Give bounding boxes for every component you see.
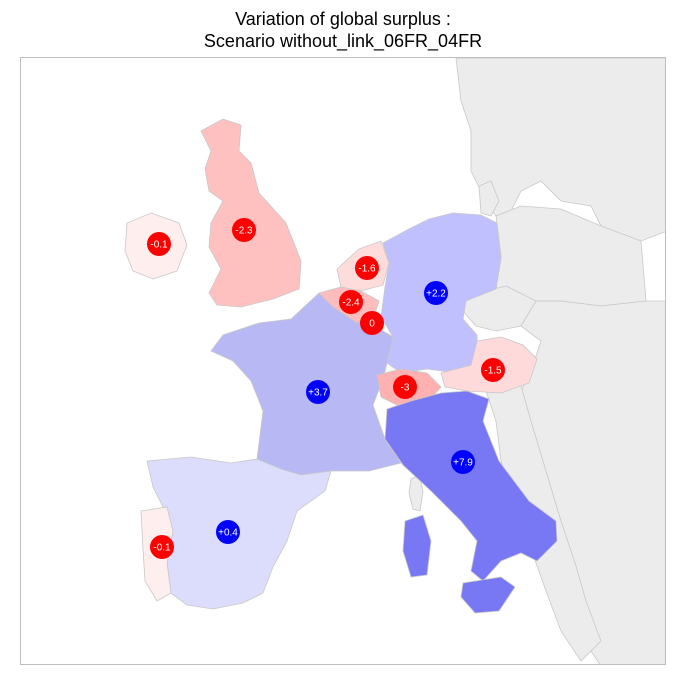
bubble-france bbox=[306, 380, 330, 404]
chart-title-line-1: Variation of global surplus : bbox=[235, 9, 451, 29]
label-luxembourg: 0 bbox=[369, 319, 375, 330]
label-netherlands: -1.6 bbox=[358, 264, 376, 275]
bubble-austria bbox=[481, 358, 505, 382]
label-germany: +2.2 bbox=[426, 289, 446, 300]
label-france: +3.7 bbox=[308, 388, 328, 399]
scandinavia-region bbox=[455, 58, 665, 242]
label-italy: +7.9 bbox=[453, 458, 473, 469]
label-spain: +0.4 bbox=[218, 528, 238, 539]
bubble-spain bbox=[216, 520, 240, 544]
bubble-great-britain bbox=[232, 218, 256, 242]
value-bubbles: -0.1 -2.3 -1.6 -2.4 0 +2.2 +3.7 -3 -1.5 … bbox=[147, 218, 505, 559]
bubble-italy bbox=[451, 450, 475, 474]
bubble-portugal bbox=[150, 535, 174, 559]
bubble-ireland bbox=[147, 232, 171, 256]
bubble-netherlands bbox=[355, 256, 379, 280]
denmark-region bbox=[478, 180, 500, 217]
bubble-switzerland bbox=[393, 375, 417, 399]
label-austria: -1.5 bbox=[484, 366, 502, 377]
czech-region bbox=[462, 285, 537, 332]
bubble-germany bbox=[424, 281, 448, 305]
region-sicily bbox=[460, 576, 516, 614]
label-belgium: -2.4 bbox=[342, 298, 360, 309]
region-great-britain bbox=[200, 118, 302, 308]
label-great-britain: -2.3 bbox=[235, 226, 253, 237]
bubble-belgium bbox=[339, 290, 363, 314]
region-sardinia bbox=[402, 514, 432, 578]
chart-title-line-2: Scenario without_link_06FR_04FR bbox=[203, 31, 483, 51]
label-portugal: -0.1 bbox=[153, 543, 171, 554]
label-switzerland: -3 bbox=[401, 383, 410, 394]
bubble-luxembourg bbox=[360, 311, 384, 335]
map-panel: -0.1 -2.3 -1.6 -2.4 0 +2.2 +3.7 -3 -1.5 … bbox=[20, 57, 666, 665]
label-ireland: -0.1 bbox=[150, 240, 168, 251]
region-italy bbox=[384, 390, 558, 582]
